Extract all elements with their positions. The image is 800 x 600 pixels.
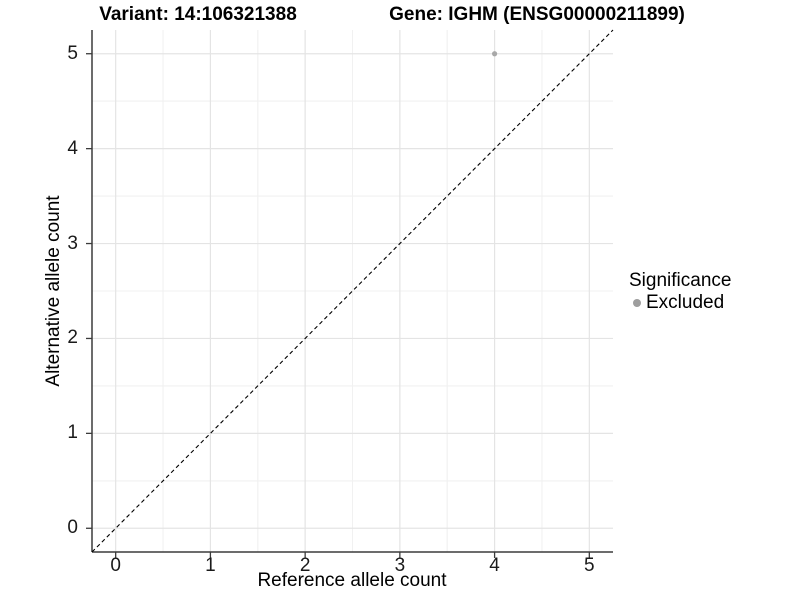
- legend-item-label: Excluded: [646, 292, 725, 313]
- x-tick-label-0: 0: [110, 555, 121, 576]
- y-tick-label-3: 3: [67, 232, 78, 254]
- legend-item-excluded: Excluded: [629, 292, 731, 313]
- x-axis-title: Reference allele count: [257, 570, 447, 591]
- x-tick-label-2: 2: [299, 555, 311, 576]
- y-tick-label-0: 0: [67, 517, 78, 539]
- legend-items: Excluded: [629, 292, 731, 313]
- x-tick-label-5: 5: [584, 555, 595, 576]
- y-tick-label-5: 5: [67, 42, 78, 64]
- x-tick-label-1: 1: [205, 555, 216, 576]
- plot-title-gene: Gene: IGHM (ENSG00000211899): [389, 4, 685, 25]
- y-tick-label-2: 2: [67, 327, 78, 349]
- y-tick-label-1: 1: [67, 422, 78, 444]
- x-tick-label-3: 3: [394, 555, 406, 576]
- legend-title: Significance: [629, 270, 732, 291]
- plot-title-variant: Variant: 14:106321388: [99, 4, 297, 25]
- legend: Significance Excluded: [629, 270, 731, 313]
- legend-key: [629, 298, 644, 307]
- x-tick-label-4: 4: [489, 555, 500, 576]
- legend-point-icon: [632, 298, 641, 307]
- y-tick-label-4: 4: [67, 137, 78, 159]
- y-axis-title: Alternative allele count: [43, 195, 64, 387]
